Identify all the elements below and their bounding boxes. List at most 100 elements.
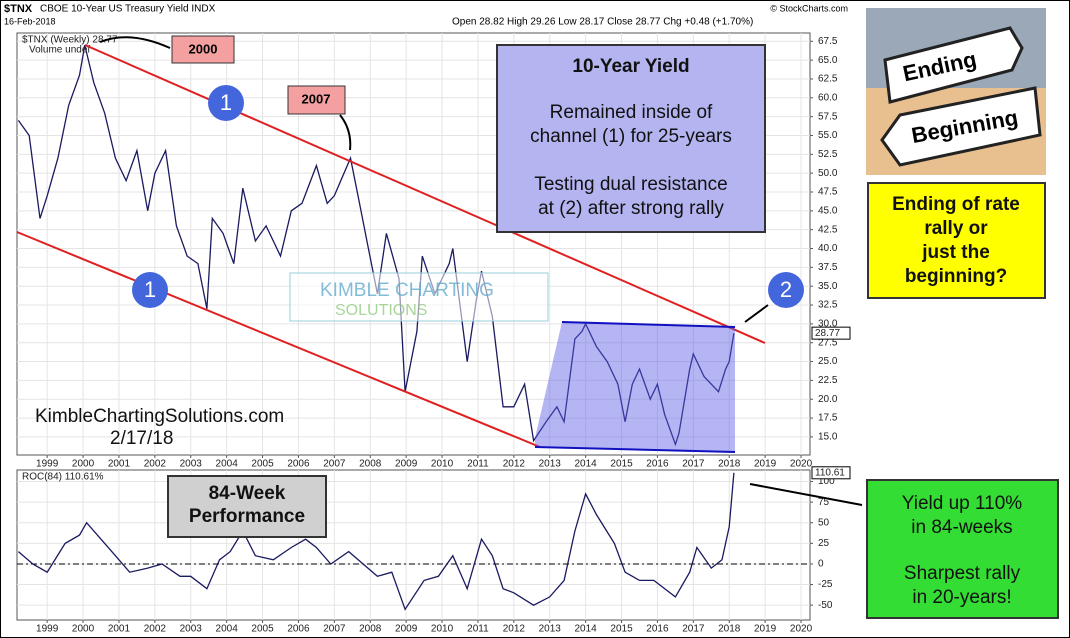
arrow	[99, 36, 171, 49]
y-tick-label: 75	[818, 497, 830, 508]
y-tick-label: 55.0	[818, 130, 838, 141]
note: Remained inside of	[550, 102, 713, 123]
x-tick-label: 2004	[216, 624, 239, 635]
note: in 84-weeks	[911, 517, 1012, 538]
note: in 20-years!	[912, 587, 1011, 608]
x-tick-label: 2005	[251, 459, 274, 470]
x-tick-label: 2002	[144, 459, 167, 470]
y-tick-label: 27.5	[818, 337, 838, 348]
x-tick-label: 2000	[72, 624, 95, 635]
range-top	[561, 321, 736, 328]
x-tick-label: 2001	[108, 459, 131, 470]
note: Yield up 110%	[902, 493, 1023, 514]
note: rally or	[924, 218, 988, 239]
watermark: KIMBLE CHARTING	[320, 280, 494, 301]
x-tick-label: 2011	[467, 624, 489, 635]
y-tick-label: 22.5	[818, 375, 838, 386]
label: 2007	[302, 91, 331, 106]
symbol: $TNX	[4, 3, 33, 15]
y-tick-label: 50.0	[818, 168, 838, 179]
x-tick-label: 2016	[646, 624, 669, 635]
plot-area	[16, 469, 811, 621]
marker-label: 1	[144, 277, 156, 302]
x-tick-label: 2002	[144, 624, 167, 635]
y-tick-label: 30.0	[818, 319, 838, 330]
marker	[132, 272, 168, 308]
x-tick-label: 2005	[251, 624, 274, 635]
x-tick-label: 2012	[503, 624, 526, 635]
range-bottom	[534, 446, 736, 453]
x-tick-label: 1999	[36, 624, 59, 635]
last-value: 110.61	[815, 467, 845, 478]
date: 16-Feb-2018	[4, 16, 56, 26]
y-tick-label: 50	[818, 517, 830, 528]
x-tick-label: 1999	[36, 459, 59, 470]
note: Performance	[189, 506, 305, 527]
source: © StockCharts.com	[770, 3, 848, 13]
x-tick-label: 2013	[539, 624, 562, 635]
symbol-name: CBOE 10-Year US Treasury Yield INDX	[40, 4, 216, 15]
ohlc: Open 28.82 High 29.26 Low 28.17 Close 28…	[452, 17, 753, 28]
arrow	[744, 304, 769, 323]
x-tick-label: 2010	[431, 459, 454, 470]
x-tick-label: 2017	[682, 624, 705, 635]
note: just the	[921, 242, 990, 263]
site: KimbleChartingSolutions.com	[35, 406, 284, 427]
channel-lower	[16, 231, 541, 448]
watermark: SOLUTIONS	[335, 302, 427, 319]
y-tick-label: -25	[818, 579, 833, 590]
note-box	[866, 479, 1059, 619]
x-tick-label: 2007	[323, 624, 346, 635]
sign	[883, 26, 1024, 104]
y-tick-label: 57.5	[818, 111, 838, 122]
last-value: 28.77	[815, 328, 840, 339]
x-tick-label: 2015	[610, 624, 633, 635]
marker-label: 1	[220, 90, 232, 115]
channel-upper	[84, 44, 766, 344]
x-tick-label: 2008	[359, 624, 382, 635]
y-tick-label: -50	[818, 600, 833, 611]
x-tick-label: 2009	[395, 459, 418, 470]
y-tick-label: 17.5	[818, 413, 838, 424]
x-tick-label: 2018	[718, 624, 741, 635]
y-tick-label: 37.5	[818, 262, 838, 273]
x-tick-label: 2013	[539, 459, 562, 470]
y-tick-label: 40.0	[818, 243, 838, 254]
x-tick-label: 2011	[467, 459, 489, 470]
sign	[880, 86, 1042, 167]
range-zone	[535, 322, 735, 452]
x-tick-label: 2007	[323, 459, 346, 470]
label-box	[171, 35, 235, 64]
x-tick-label: 2019	[754, 459, 777, 470]
x-tick-label: 2014	[575, 459, 598, 470]
stamp: 2/17/18	[110, 428, 173, 449]
legend: ROC(84) 110.61%	[22, 472, 104, 483]
marker	[768, 272, 804, 308]
note-box	[496, 44, 766, 233]
note-box	[167, 475, 327, 538]
label: 2000	[189, 41, 218, 56]
x-tick-label: 2020	[790, 459, 813, 470]
x-tick-label: 2000	[72, 459, 95, 470]
y-tick-label: 20.0	[818, 394, 838, 405]
note: at (2) after strong rally	[538, 198, 724, 219]
y-tick-label: 60.0	[818, 92, 838, 103]
y-tick-label: 32.5	[818, 300, 838, 311]
last-value-box	[811, 466, 851, 480]
y-tick-label: 25.0	[818, 356, 838, 367]
x-tick-label: 2014	[575, 624, 598, 635]
y-tick-label: 0	[818, 559, 824, 570]
y-tick-label: 52.5	[818, 149, 838, 160]
x-tick-label: 2020	[790, 624, 813, 635]
x-tick-label: 2018	[718, 459, 741, 470]
x-tick-label: 2003	[180, 624, 203, 635]
watermark-box	[289, 272, 549, 322]
arrow	[339, 114, 352, 151]
note: Testing dual resistance	[534, 174, 727, 195]
y-tick-label: 67.5	[818, 36, 838, 47]
x-tick-label: 2006	[287, 459, 310, 470]
x-tick-label: 2012	[503, 459, 526, 470]
y-tick-label: 35.0	[818, 281, 838, 292]
note: 10-Year Yield	[572, 56, 689, 77]
